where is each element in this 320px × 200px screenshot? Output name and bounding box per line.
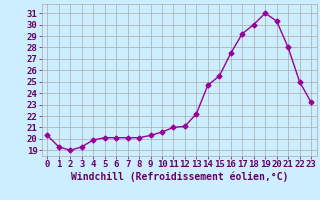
X-axis label: Windchill (Refroidissement éolien,°C): Windchill (Refroidissement éolien,°C) xyxy=(70,172,288,182)
